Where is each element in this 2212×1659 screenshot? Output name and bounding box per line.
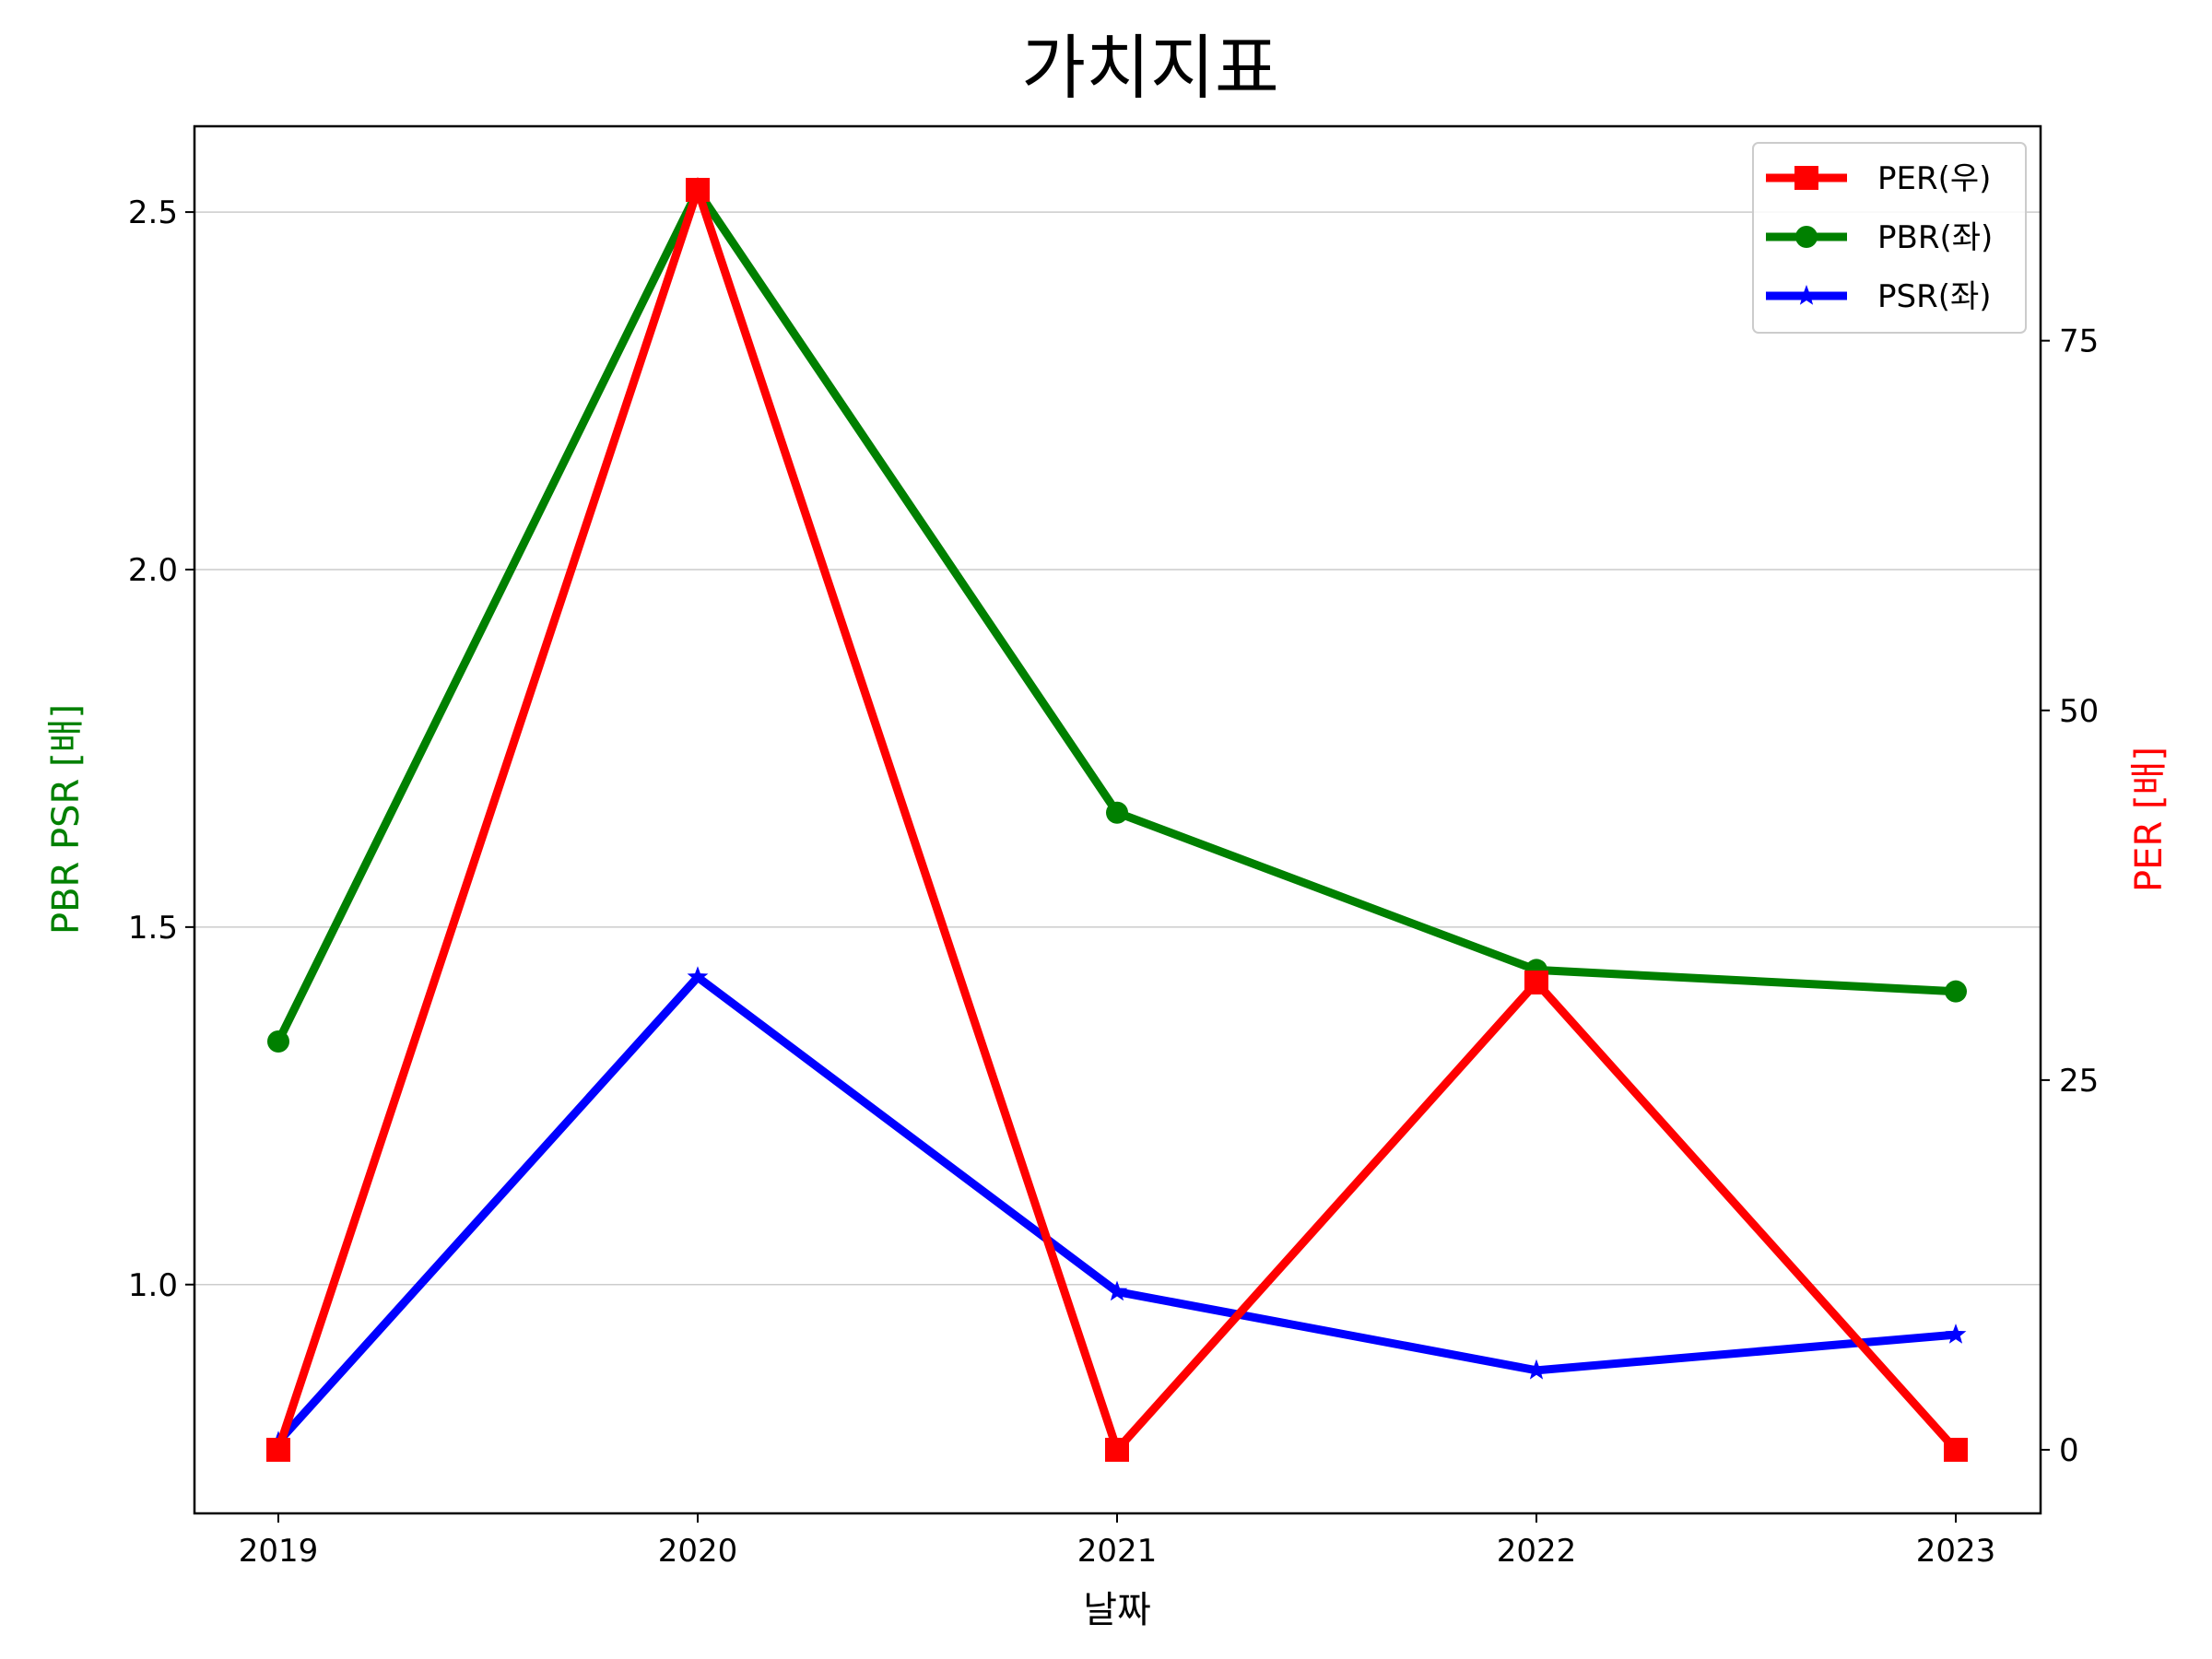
legend-marker: [1794, 166, 1818, 190]
right-tick-label: 50: [2059, 693, 2099, 730]
left-tick-label: 2.0: [128, 552, 178, 589]
x-tick-label: 2023: [1916, 1533, 1996, 1570]
data-point: [687, 966, 709, 986]
data-point: [267, 1030, 289, 1053]
x-tick-label: 2021: [1077, 1533, 1158, 1570]
legend-label: PER(우): [1877, 160, 1991, 197]
data-point: [686, 177, 710, 202]
data-point: [1944, 1438, 1968, 1463]
data-point: [1525, 1359, 1547, 1380]
series-group: [267, 966, 1967, 1452]
right-y-axis-title: PER [배]: [2128, 747, 2171, 892]
series-group: [267, 179, 1967, 1053]
legend-marker: [1795, 226, 1818, 248]
right-tick-label: 75: [2059, 324, 2099, 360]
data-point: [1945, 980, 1967, 1003]
legend: PER(우) PBR(좌) PSR(좌): [1752, 142, 2027, 334]
data-point: [1945, 1324, 1967, 1344]
right-tick-label: 25: [2059, 1063, 2099, 1100]
legend-entry: PBR(좌): [1766, 219, 1993, 256]
x-tick-label: 2019: [239, 1533, 319, 1570]
series-layer: [266, 176, 1968, 1463]
chart-title: 가치지표: [1021, 27, 1279, 109]
data-point: [1106, 1280, 1128, 1301]
legend-entry: PSR(좌): [1766, 278, 1992, 315]
left-tick-label: 2.5: [128, 194, 178, 231]
series-line: [275, 971, 1957, 1445]
left-tick-label: 1.5: [128, 910, 178, 947]
data-point: [1105, 1438, 1129, 1463]
data-point: [1106, 801, 1128, 824]
grid-layer: [194, 211, 2041, 1286]
series-line: [274, 182, 1957, 1043]
right-tick-label: 0: [2059, 1432, 2079, 1469]
series-group: [266, 176, 1968, 1463]
data-point: [266, 1438, 290, 1463]
left-tick-label: 1.0: [128, 1267, 178, 1304]
left-y-axis-title: PBR PSR [배]: [45, 704, 88, 935]
legend-box: [1752, 142, 2027, 334]
legend-marker: [1795, 285, 1818, 305]
legend-label: PSR(좌): [1877, 278, 1992, 315]
x-axis-title: 날짜: [1083, 1589, 1151, 1631]
data-point: [1524, 970, 1548, 994]
x-tick-label: 2020: [658, 1533, 738, 1570]
legend-entry: PER(우): [1766, 160, 1991, 197]
axis-layer: 1.0 1.5 2.0 2.5 0 25 50 75 2019 2020 2021 2022 2023: [128, 194, 2099, 1570]
legend-label: PBR(좌): [1877, 219, 1993, 256]
x-tick-label: 2022: [1497, 1533, 1577, 1570]
